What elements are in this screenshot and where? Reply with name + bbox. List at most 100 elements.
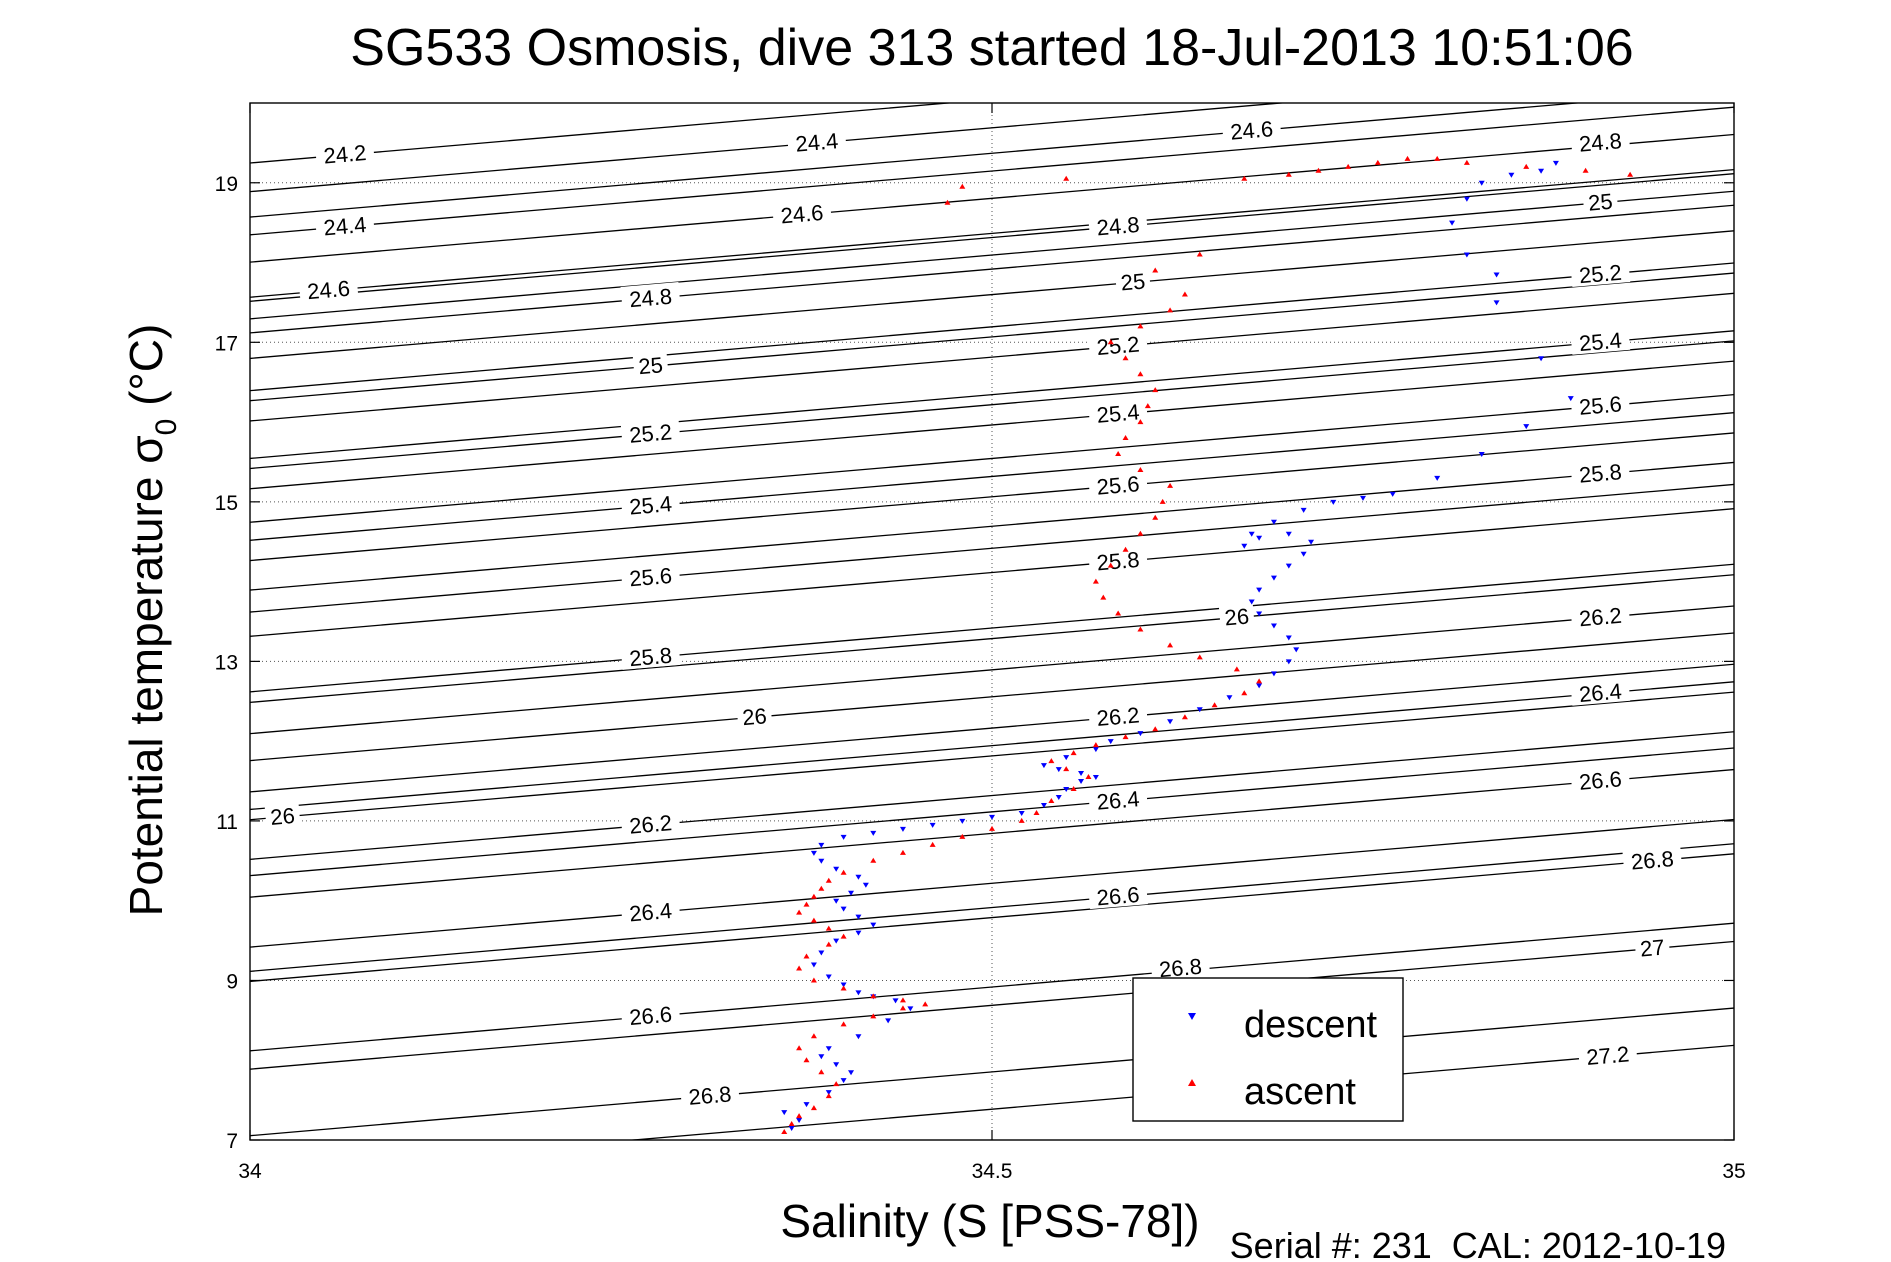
isopycnal-label-background <box>620 417 681 447</box>
isopycnal-label-text: 24.4 <box>323 212 368 241</box>
isopycnal-label: 26.6 <box>620 999 681 1031</box>
isopycnal-label: 25 <box>1582 187 1619 216</box>
descent-point <box>1055 767 1062 773</box>
descent-point <box>810 962 817 968</box>
isopycnal-label-text: 24.8 <box>1096 212 1141 241</box>
descent-point <box>1248 599 1255 605</box>
descent-point <box>1055 794 1062 800</box>
isopycnal-label-text: 26.8 <box>688 1081 733 1110</box>
isopycnal-label-text: 25.8 <box>628 643 673 672</box>
isopycnal-label-text: 25.2 <box>1578 260 1623 289</box>
descent-point <box>833 898 840 904</box>
isopycnal-label-background <box>1114 267 1151 294</box>
descent-point <box>1285 563 1292 569</box>
ascent-point <box>1122 734 1129 740</box>
isopycnal-line <box>626 1044 1734 1140</box>
isopycnal-label-background <box>1088 545 1148 575</box>
isopycnal-label-background <box>1150 952 1211 981</box>
isopycnal-line <box>250 292 1734 422</box>
descent-point <box>1270 575 1277 581</box>
ascent-point <box>825 925 832 931</box>
y-tick-label: 19 <box>215 173 238 196</box>
ascent-point <box>1627 171 1634 177</box>
isopycnal-label: 25.4 <box>1088 397 1148 428</box>
y-tick-label: 9 <box>226 970 238 993</box>
isopycnal-label-text: 26.6 <box>1096 882 1141 911</box>
ascent-point <box>840 985 847 991</box>
descent-point <box>818 950 825 956</box>
ascent-point <box>1152 726 1159 732</box>
isopycnal-label: 25.8 <box>1088 545 1148 575</box>
isopycnal-line <box>250 663 1734 793</box>
descent-point <box>840 834 847 840</box>
isopycnal-label-text: 26.4 <box>1096 786 1141 815</box>
descent-point <box>1018 810 1025 816</box>
descent-point <box>1493 300 1500 306</box>
ascent-point <box>803 1057 810 1063</box>
ascent-point <box>1137 419 1144 425</box>
isopycnal-label-background <box>1088 700 1148 730</box>
ascent-point <box>1092 742 1099 748</box>
isopycnal-label-background <box>1570 126 1631 156</box>
isopycnal-label-background <box>1221 114 1282 144</box>
isopycnal-line <box>250 843 1734 973</box>
descent-point <box>1285 635 1292 641</box>
descent-point <box>833 866 840 872</box>
isopycnal-label-text: 25.2 <box>1096 332 1141 361</box>
isopycnal-label-background <box>632 350 669 378</box>
y-tick-label: 17 <box>215 332 238 355</box>
isopycnal-label: 26 <box>736 701 773 730</box>
isopycnal-label-background <box>1088 880 1148 910</box>
ascent-point <box>870 1013 877 1019</box>
isopycnal-label-background <box>1570 325 1631 355</box>
ascent-point <box>1100 594 1107 600</box>
isopycnal-label-background <box>1218 602 1255 629</box>
isopycnal-label-background <box>1570 258 1631 287</box>
descent-point <box>1538 168 1545 174</box>
descent-point <box>818 858 825 864</box>
isopycnal-label-text: 24.6 <box>306 276 351 305</box>
descent-point <box>1567 396 1574 402</box>
legend: descent ascent <box>1132 977 1404 1122</box>
isopycnal-label-text: 24.8 <box>628 284 673 313</box>
ascent-point <box>840 869 847 875</box>
ascent-point <box>1181 291 1188 297</box>
isopycnal-label: 26.4 <box>620 896 681 926</box>
ascent-point <box>1048 758 1055 764</box>
descent-point <box>1523 424 1530 430</box>
isopycnal-label: 24.4 <box>786 126 847 157</box>
isopycnal-label: 25.6 <box>1088 469 1148 500</box>
descent-point <box>1092 775 1099 781</box>
isopycnal-label-text: 26.6 <box>628 1002 673 1031</box>
isopycnal-label: 25.6 <box>620 561 681 591</box>
ascent-point <box>870 857 877 863</box>
isopycnal-label: 26.4 <box>1570 676 1631 707</box>
y-axis-label: Potential temperature σ0 (°C) <box>120 324 183 917</box>
isopycnal-line <box>250 574 1734 704</box>
ascent-point <box>899 849 906 855</box>
descent-point <box>929 822 936 828</box>
ascent-point <box>1315 167 1322 173</box>
isopycnal-label: 25 <box>632 350 669 379</box>
isopycnal-line <box>250 173 1734 302</box>
ascent-point <box>929 841 936 847</box>
descent-point <box>1040 763 1047 769</box>
ascent-point <box>1048 797 1055 803</box>
ascent-point <box>1137 371 1144 377</box>
isopycnal-label-background <box>1577 1039 1638 1069</box>
ascent-point <box>796 1113 803 1119</box>
ascent-point <box>1115 450 1122 456</box>
legend-box <box>1132 977 1404 1122</box>
descent-point <box>855 1034 862 1040</box>
isopycnal-line <box>250 1007 1734 1137</box>
isopycnal-label-background <box>1570 457 1631 487</box>
descent-point <box>1449 220 1456 226</box>
isopycnal-label-text: 27.2 <box>1585 1041 1630 1070</box>
isopycnal-label-background <box>314 138 375 168</box>
descent-point <box>1360 495 1366 501</box>
isopycnal-label: 24.8 <box>1570 126 1631 157</box>
series-ascent <box>781 155 1634 1135</box>
descent-point <box>810 850 817 856</box>
ascent-point <box>1144 403 1151 409</box>
descent-point <box>1078 771 1085 777</box>
